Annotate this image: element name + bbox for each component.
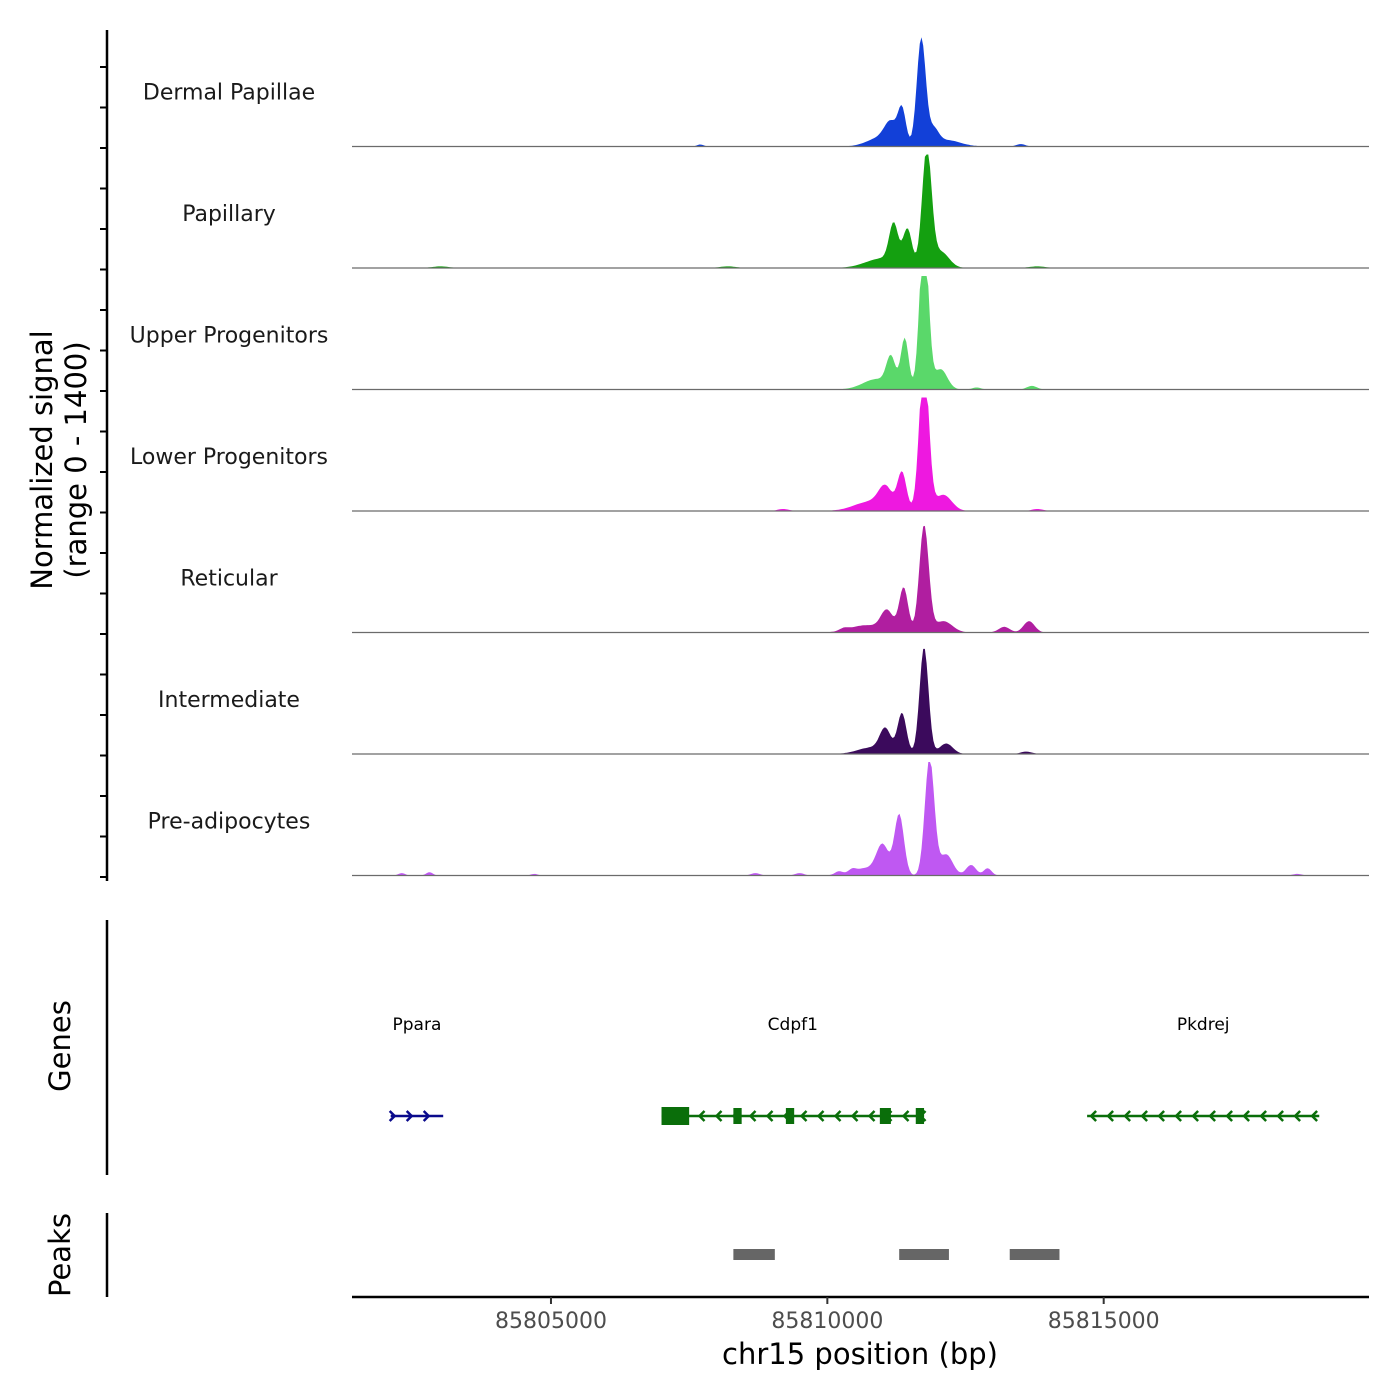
x-tick-label: 85815000 <box>1048 1309 1160 1334</box>
gene-model: Ppara <box>388 1015 444 1122</box>
signal-area <box>352 648 1369 754</box>
gene-track: Ppara Cdpf1 Pkdrej <box>388 1015 1320 1125</box>
gene-label: Ppara <box>393 1015 442 1035</box>
x-axis-title: chr15 position (bp) <box>722 1337 998 1371</box>
exon <box>785 1108 795 1124</box>
strand-arrow <box>799 1110 808 1122</box>
exon <box>661 1107 690 1125</box>
strand-arrow <box>1140 1110 1148 1122</box>
gene-label: Pkdrej <box>1177 1015 1230 1035</box>
track-label: Dermal Papillae <box>143 81 315 106</box>
peak-region <box>899 1249 949 1260</box>
signal-track: Reticular <box>180 525 1369 634</box>
signal-track: Intermediate <box>158 648 1369 755</box>
exon <box>915 1108 925 1124</box>
strand-arrow <box>714 1110 723 1122</box>
strand-arrow <box>816 1110 825 1122</box>
signal-axis-title-line2: (range 0 - 1400) <box>59 341 93 578</box>
peak-track <box>733 1249 1060 1260</box>
track-label: Upper Progenitors <box>130 324 329 349</box>
strand-arrow <box>388 1110 397 1122</box>
strand-arrow <box>765 1110 774 1122</box>
signal-track: Dermal Papillae <box>143 37 1369 148</box>
peak-region <box>733 1249 775 1260</box>
x-tick-label: 85805000 <box>495 1309 607 1334</box>
exon <box>879 1108 891 1124</box>
x-tick-label: 85810000 <box>771 1309 883 1334</box>
strand-arrow <box>1276 1110 1284 1122</box>
strand-arrow <box>1157 1110 1165 1122</box>
genes-axis-title: Genes <box>43 1000 77 1092</box>
signal-area <box>352 525 1369 633</box>
signal-area <box>352 397 1369 511</box>
peaks-axis-title: Peaks <box>43 1213 77 1297</box>
track-label: Intermediate <box>158 688 300 713</box>
strand-arrow <box>1106 1110 1114 1122</box>
signal-area <box>352 276 1369 390</box>
strand-arrow <box>1293 1110 1301 1122</box>
signal-track: Lower Progenitors <box>130 397 1369 512</box>
strand-arrow <box>1242 1110 1250 1122</box>
strand-arrow <box>1310 1110 1318 1122</box>
strand-arrow <box>1225 1110 1233 1122</box>
strand-arrow <box>422 1110 431 1122</box>
strand-arrow <box>405 1110 414 1122</box>
signal-y-ticks <box>100 66 107 878</box>
x-axis-ticks: 85805000 85810000 85815000 <box>495 1297 1160 1334</box>
strand-arrow <box>901 1110 910 1122</box>
gene-label: Cdpf1 <box>768 1015 818 1035</box>
peak-region <box>1009 1249 1060 1260</box>
strand-arrow <box>1123 1110 1131 1122</box>
track-label: Lower Progenitors <box>130 445 328 470</box>
strand-arrow <box>867 1110 876 1122</box>
strand-arrow <box>850 1110 859 1122</box>
signal-area <box>352 762 1369 876</box>
signal-track: Pre-adipocytes <box>148 762 1369 877</box>
gene-model: Cdpf1 <box>661 1015 927 1125</box>
strand-arrow <box>1191 1110 1199 1122</box>
strand-arrow <box>1208 1110 1216 1122</box>
signal-area <box>352 154 1369 268</box>
signal-area <box>352 37 1369 147</box>
exon <box>733 1108 742 1124</box>
strand-arrow <box>833 1110 842 1122</box>
strand-arrow <box>697 1110 706 1122</box>
strand-arrow <box>1259 1110 1267 1122</box>
signal-axis-title-line1: Normalized signal <box>25 330 59 589</box>
track-label: Reticular <box>180 567 278 592</box>
signal-track: Upper Progenitors <box>130 276 1369 391</box>
signal-tracks: Dermal Papillae Papillary Upper Progenitor… <box>130 37 1369 877</box>
track-label: Papillary <box>182 202 276 227</box>
signal-track: Papillary <box>182 154 1369 269</box>
track-label: Pre-adipocytes <box>148 810 311 835</box>
strand-arrow <box>1089 1110 1097 1122</box>
gene-model: Pkdrej <box>1087 1015 1320 1122</box>
strand-arrow <box>748 1110 757 1122</box>
strand-arrow <box>1174 1110 1182 1122</box>
